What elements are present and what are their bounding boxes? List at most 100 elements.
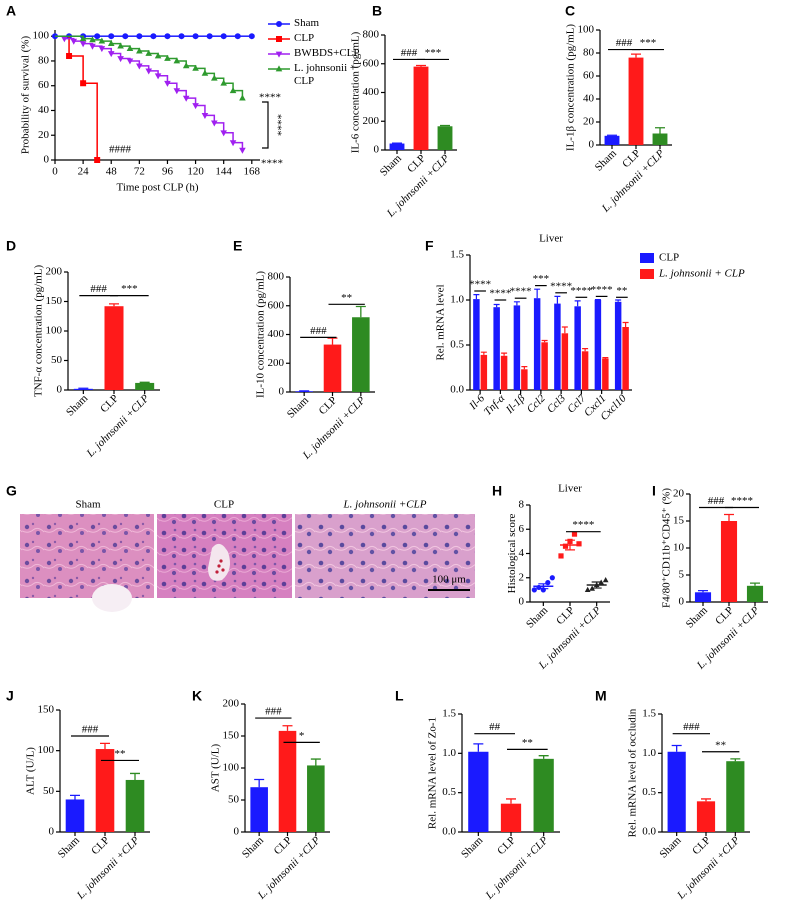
- legend-entry: L. johnsonii + CLP: [294, 62, 356, 87]
- y-axis-label: AST (U/L): [210, 743, 222, 792]
- bar: [500, 803, 522, 832]
- y-axis-label: Rel. mRNA level of occludin: [627, 708, 639, 837]
- survival-step: [223, 132, 234, 143]
- x-tick-label: CLP: [317, 394, 340, 417]
- error-bar: [416, 64, 426, 67]
- error-bar: [671, 744, 682, 752]
- point: [275, 65, 283, 72]
- error-bar: [724, 513, 734, 521]
- point: [576, 541, 582, 547]
- survival-step: [176, 89, 187, 99]
- point: [220, 79, 227, 86]
- x-tick-label: Sham: [524, 604, 551, 631]
- significance-label: *: [299, 730, 305, 742]
- bracket: [262, 101, 269, 149]
- panel-letter: L: [395, 688, 404, 704]
- survival-step: [158, 75, 169, 84]
- y-axis-label: F4/80⁺CD11b⁺CD45⁺ (%): [660, 488, 672, 608]
- x-tick-label: 0: [52, 166, 58, 178]
- y-tick-label: 60: [583, 70, 595, 82]
- bar: [726, 761, 745, 832]
- legend-entry: CLP: [294, 32, 314, 44]
- bar: [125, 779, 145, 832]
- x-axis-label: Time post CLP (h): [116, 182, 198, 194]
- x-tick-label: 144: [215, 166, 232, 178]
- y-tick-label: 600: [268, 299, 285, 311]
- significance-label: **: [715, 739, 726, 751]
- point: [136, 63, 143, 70]
- y-axis-label: IL-6 concentration (pg/mL): [350, 31, 362, 153]
- y-tick-label: 1.0: [450, 294, 464, 306]
- error-bar: [541, 339, 548, 343]
- y-tick-label: 0.0: [450, 384, 464, 396]
- significance-label: ***: [640, 37, 657, 49]
- point: [234, 33, 241, 40]
- bar: [295, 391, 313, 392]
- y-axis-label: Histological score: [506, 514, 518, 594]
- legend-label: CLP: [659, 252, 679, 264]
- point: [545, 580, 551, 586]
- y-tick-label: 200: [268, 357, 285, 369]
- bar: [437, 126, 453, 150]
- bar: [602, 358, 609, 390]
- y-tick-label: 400: [268, 328, 285, 340]
- point: [220, 33, 227, 40]
- y-axis-label: Rel. mRNA level of Zo-1: [427, 717, 439, 829]
- significance-label: **: [522, 737, 533, 749]
- significance-label: **: [616, 285, 627, 297]
- y-tick-label: 6: [519, 523, 525, 535]
- point: [201, 69, 209, 76]
- point: [178, 33, 185, 40]
- error-bar: [310, 758, 321, 766]
- point: [182, 95, 190, 102]
- point: [126, 58, 134, 65]
- point: [602, 577, 609, 583]
- error-bar: [730, 758, 741, 762]
- panel-letter: F: [425, 238, 434, 254]
- panel: 0.0 0.5 1.0 1.5 Rel. mRNA level F Liver CLP L. j…: [425, 233, 745, 423]
- point: [192, 64, 199, 71]
- point: [80, 80, 87, 87]
- panel-letter: G: [6, 483, 17, 499]
- x-tick-label: Il-1β: [503, 392, 528, 417]
- point: [117, 42, 124, 49]
- point: [229, 140, 237, 147]
- significance-label: ****: [550, 280, 572, 292]
- point: [61, 36, 68, 43]
- y-tick-label: 150: [38, 704, 55, 716]
- scale-bar-label: 100 μm: [432, 574, 466, 586]
- bar: [323, 344, 342, 392]
- error-bar: [473, 743, 484, 752]
- significance-label: ***: [425, 47, 442, 59]
- error-bar: [622, 321, 629, 327]
- significance-label: ****: [510, 286, 532, 298]
- y-tick-label: 1.0: [442, 747, 456, 759]
- image-label: Sham: [75, 499, 101, 511]
- error-bar: [574, 300, 581, 307]
- bar: [604, 135, 620, 145]
- x-tick-label: Sham: [378, 152, 405, 179]
- y-tick-label: 2: [519, 571, 525, 583]
- significance-label: ##: [489, 721, 501, 733]
- legend-swatch: [640, 269, 654, 279]
- significance-label: ****: [469, 279, 491, 291]
- y-tick-label: 100: [33, 30, 50, 42]
- bar: [73, 388, 93, 390]
- y-tick-label: 15: [673, 515, 685, 527]
- y-tick-label: 0: [234, 826, 240, 838]
- point: [79, 35, 87, 42]
- y-tick-label: 200: [223, 698, 240, 710]
- x-tick-label: Sham: [684, 604, 711, 631]
- significance-label: ###: [401, 47, 418, 59]
- y-tick-label: 200: [363, 115, 380, 127]
- error-bar: [100, 742, 110, 750]
- significance-label: ###: [683, 721, 700, 733]
- chart-title: Liver: [539, 233, 563, 245]
- bar: [541, 342, 548, 390]
- point: [248, 33, 255, 40]
